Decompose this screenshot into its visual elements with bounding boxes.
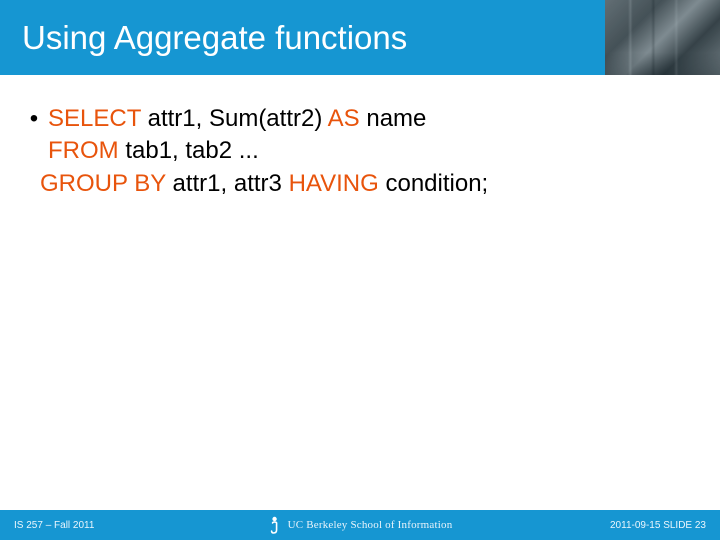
sql-line-2: FROM tab1, tab2 ... [20, 135, 700, 167]
keyword-as: AS [328, 105, 367, 132]
ischool-logo-icon [268, 516, 282, 534]
slide-footer: IS 257 – Fall 2011 UC Berkeley School of… [0, 510, 720, 540]
sql-line-3: GROUP BY attr1, attr3 HAVING condition; [20, 168, 700, 200]
footer-course: IS 257 – Fall 2011 [14, 520, 94, 531]
sql-text: attr1, attr3 [173, 170, 289, 197]
footer-org: UC Berkeley School of Information [288, 519, 453, 531]
sql-text: attr1, Sum(attr2) [148, 105, 328, 132]
sql-text: tab1, tab2 ... [125, 137, 258, 164]
header-decorative-image [605, 0, 720, 75]
bullet-item: • SELECT attr1, Sum(attr2) AS name [20, 103, 700, 135]
bullet-glyph: • [20, 103, 48, 135]
slide-header: Using Aggregate functions [0, 0, 720, 75]
slide-title: Using Aggregate functions [0, 19, 407, 57]
keyword-having: HAVING [289, 170, 386, 197]
keyword-groupby: GROUP BY [40, 170, 173, 197]
sql-text: name [366, 105, 426, 132]
keyword-from: FROM [48, 137, 125, 164]
slide-body: • SELECT attr1, Sum(attr2) AS name FROM … [0, 75, 720, 200]
footer-logo-block: UC Berkeley School of Information [268, 516, 453, 534]
sql-text: condition; [385, 170, 488, 197]
sql-line-1: SELECT attr1, Sum(attr2) AS name [48, 103, 700, 135]
footer-date-slide: 2011-09-15 SLIDE 23 [610, 520, 706, 531]
keyword-select: SELECT [48, 105, 148, 132]
